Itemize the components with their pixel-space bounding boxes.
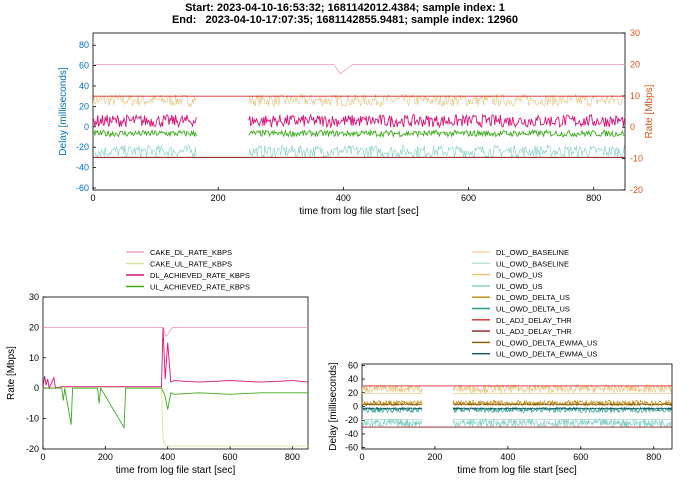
combined-series-dl-achieved-rate-kbps	[92, 113, 625, 129]
rate-x-tick-label: 400	[160, 452, 175, 462]
combined-y-axis-title: Delay [milliseconds]	[58, 67, 69, 156]
delay-y-axis-title: Delay [milliseconds]	[328, 362, 339, 451]
delay-legend-label: DL_OWD_DELTA_EWMA_US	[496, 338, 597, 347]
delay-legend-label: UL_OWD_BASELINE	[496, 259, 569, 268]
delay-x-tick-label: 600	[573, 452, 588, 462]
delay-y-tick-label: 60	[348, 360, 358, 370]
rate-legend-label: CAKE_UL_RATE_KBPS	[150, 260, 232, 269]
rate-y-tick-label: -20	[26, 444, 39, 454]
combined-x-tick-label: 0	[90, 193, 95, 203]
combined-plot-frame	[92, 32, 626, 191]
combined-x-axis-title: time from log file start [sec]	[299, 206, 419, 217]
rate-y-tick-label: -10	[26, 414, 39, 424]
combined-y-tick-label: 80	[79, 40, 89, 50]
delay-y-tick-label: -60	[345, 443, 358, 453]
combined-series-dl-owd-us	[92, 93, 625, 108]
combined-y-tick-label: 20	[79, 101, 89, 111]
rate-series-cake-dl-rate-kbps	[43, 326, 308, 338]
delay-x-tick-label: 800	[646, 452, 661, 462]
delay-y-tick-label: -20	[345, 415, 358, 425]
combined-y-tick-label: -60	[76, 183, 89, 193]
combined-y-tick-label: 60	[79, 61, 89, 71]
combined-x-tick-label: 600	[461, 193, 476, 203]
rate-legend-label: DL_ACHIEVED_RATE_KBPS	[150, 271, 250, 280]
delay-legend-label: UL_OWD_DELTA_EWMA_US	[496, 350, 597, 359]
combined-y-tick-label: 0	[84, 122, 89, 132]
rate-y-tick-label: 30	[29, 292, 39, 302]
delay-legend-label: DL_ADJ_DELAY_THR	[496, 316, 572, 325]
rate-x-tick-label: 800	[285, 452, 300, 462]
delay-legend-label: UL_ADJ_DELAY_THR	[496, 327, 572, 336]
combined-y-tick-label: -40	[76, 163, 89, 173]
delay-plot-frame	[361, 363, 673, 450]
rate-y-axis-title: Rate [Mbps]	[6, 346, 17, 400]
rate-y-tick-label: 20	[29, 322, 39, 332]
delay-y-tick-label: -40	[345, 429, 358, 439]
combined-y2-tick-label: 10	[630, 91, 640, 101]
combined-y-tick-label: -20	[76, 142, 89, 152]
rate-x-axis-title: time from log file start [sec]	[116, 465, 236, 476]
combined-y2-tick-label: -20	[630, 185, 643, 195]
delay-x-axis-title: time from log file start [sec]	[457, 465, 577, 476]
rate-series-cake-ul-rate-kbps	[43, 386, 308, 447]
delay-series-ul-owd-delta-us	[361, 406, 672, 414]
delay-series-ul-owd-delta-ewma-us	[361, 406, 672, 411]
delay-legend-label: DL_OWD_US	[496, 271, 543, 280]
combined-series-ul-owd-us	[92, 144, 625, 159]
combined-y2-tick-label: 20	[630, 59, 640, 69]
start-timestamp: Start: 2023-04-10-16:53:32; 1681142012.4…	[185, 2, 505, 14]
rate-plot-frame	[42, 296, 309, 450]
combined-x-tick-label: 800	[586, 193, 601, 203]
rate-series-ul-achieved-rate-kbps	[43, 386, 308, 430]
delay-x-tick-label: 0	[359, 452, 364, 462]
delay-x-tick-label: 200	[427, 452, 442, 462]
delay-y-tick-label: 0	[353, 402, 358, 412]
delay-legend-label: UL_OWD_US	[496, 282, 543, 291]
combined-y-tick-label: 40	[79, 81, 89, 91]
combined-series-cake-dl-rate-kbps	[93, 63, 625, 75]
delay-legend-label: UL_OWD_DELTA_US	[496, 305, 570, 314]
combined-y2-tick-label: -10	[630, 154, 643, 164]
combined-x-tick-label: 200	[211, 193, 226, 203]
delay-legend-label: DL_OWD_DELTA_US	[496, 293, 570, 302]
delay-series-dl-owd-delta-ewma-us	[361, 402, 673, 407]
end-timestamp: End: 2023-04-10-17:07:35; 1681142855.948…	[171, 14, 519, 26]
delay-y-tick-label: 40	[348, 374, 358, 384]
rate-y-tick-label: 10	[29, 353, 39, 363]
rate-series-dl-achieved-rate-kbps	[42, 327, 309, 390]
combined-x-tick-label: 400	[336, 193, 351, 203]
rate-x-tick-label: 200	[98, 452, 113, 462]
delay-series-ul-owd-us	[361, 417, 672, 428]
delay-legend-label: DL_OWD_BASELINE	[496, 248, 569, 257]
rate-legend-label: CAKE_DL_RATE_KBPS	[150, 248, 232, 257]
rate-x-tick-label: 0	[40, 452, 45, 462]
delay-x-tick-label: 400	[500, 452, 515, 462]
combined-y2-tick-label: 0	[630, 122, 635, 132]
rate-y-tick-label: 0	[34, 383, 39, 393]
rate-legend-label: UL_ACHIEVED_RATE_KBPS	[150, 283, 250, 292]
combined-y2-axis-title: Rate [Mbps]	[644, 84, 655, 138]
combined-y2-tick-label: 30	[630, 28, 640, 38]
rate-x-tick-label: 600	[223, 452, 238, 462]
delay-y-tick-label: 20	[348, 388, 358, 398]
combined-series-ul-achieved-rate-kbps	[92, 128, 625, 139]
